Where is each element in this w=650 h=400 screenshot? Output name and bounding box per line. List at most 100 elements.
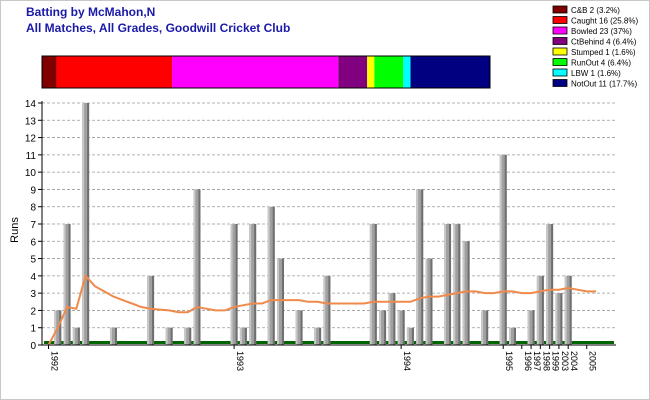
innings-bar <box>277 258 284 345</box>
x-tick-label: 1992 <box>50 351 60 371</box>
innings-bar-highlight <box>499 154 502 345</box>
x-tick-label: 2005 <box>588 351 598 371</box>
innings-bar-highlight <box>536 275 539 345</box>
x-tick-label: 2003 <box>560 351 570 371</box>
innings-bar-highlight <box>416 189 419 345</box>
innings-bar-highlight <box>295 310 298 345</box>
innings-bar <box>425 258 433 345</box>
x-axis: 1992 1993 1994 1995 1996 1997 1998 1999 2003 2004… <box>42 344 616 371</box>
innings-bar <box>184 327 192 345</box>
x-tick-label: 1995 <box>504 351 514 371</box>
innings-bar <box>527 310 535 345</box>
dismissal-segment-stumped <box>367 56 375 88</box>
innings-bar <box>369 224 377 345</box>
innings-bar-highlight <box>509 327 511 345</box>
y-tick-label: 13 <box>25 116 37 127</box>
legend-swatch <box>552 26 568 35</box>
innings-bar-shade <box>402 310 405 345</box>
innings-bar-highlight <box>184 327 187 345</box>
innings-bar-highlight <box>165 327 168 345</box>
y-axis-label: Runs <box>9 217 21 243</box>
innings-bar <box>63 224 71 345</box>
innings-bar-shade <box>393 293 396 345</box>
legend-swatch <box>552 79 568 87</box>
dismissal-segment-runout <box>374 56 404 88</box>
innings-bar-highlight <box>369 224 372 345</box>
innings-bar-shade <box>300 310 303 345</box>
innings-bar <box>406 327 414 345</box>
innings-bar-shade <box>449 224 452 345</box>
innings-bar-shade <box>430 258 433 345</box>
dismissal-breakdown-bar <box>41 55 491 89</box>
y-tick-label: 8 <box>30 203 36 214</box>
innings-bar-shade <box>467 241 470 345</box>
innings-bar-shade <box>59 310 62 345</box>
innings-bar-highlight <box>314 327 317 345</box>
innings-bar-highlight <box>406 327 409 345</box>
average-line <box>47 273 596 346</box>
dismissal-segment-ctbehind <box>338 56 368 88</box>
y-tick-label: 6 <box>30 237 36 248</box>
legend-label: RunOut 4 (6.4%) <box>571 59 631 68</box>
innings-bar <box>416 189 424 345</box>
innings-bar <box>323 275 331 345</box>
innings-bar-highlight <box>444 224 447 345</box>
legend-label: Caught 16 (25.8%) <box>571 17 638 26</box>
chart-title: Batting by McMahon,N <box>26 5 156 19</box>
dismissal-segment-bowled <box>172 56 339 88</box>
y-tick-label: 10 <box>25 168 37 179</box>
innings-bar-highlight <box>564 275 567 345</box>
dismissal-segment-notout <box>410 56 490 88</box>
innings-bar <box>82 103 90 345</box>
dismissal-legend: C&B 2 (3.2%) Caught 16 (25.8%)Bowled 23 (… <box>552 5 638 89</box>
innings-bar-shade <box>504 154 507 345</box>
y-tick-label: 4 <box>30 272 36 283</box>
innings-bar-shade <box>254 224 257 345</box>
innings-bar <box>481 310 489 345</box>
innings-bar-highlight <box>249 224 252 345</box>
y-tick-label: 3 <box>30 289 36 300</box>
innings-bar <box>72 327 80 345</box>
innings-bar <box>546 224 554 345</box>
innings-bar-highlight <box>397 310 400 345</box>
innings-bar <box>314 327 322 345</box>
innings-bar <box>509 327 516 345</box>
y-tick-label: 12 <box>25 134 37 145</box>
innings-bar <box>453 224 461 345</box>
x-tick-label: 1993 <box>235 351 245 371</box>
chart-subtitle: All Matches, All Grades, Goodwill Cricke… <box>26 21 291 35</box>
innings-bar <box>109 327 117 345</box>
legend-swatch <box>552 37 568 45</box>
legend-swatch <box>552 68 568 77</box>
innings-bar-shade <box>198 189 201 345</box>
innings-bar <box>462 241 470 345</box>
innings-bar-shade <box>319 327 322 345</box>
innings-bar-shade <box>551 224 554 345</box>
innings-bar-shade <box>541 275 544 345</box>
x-tick-label: 1997 <box>532 351 542 371</box>
innings-bar-shade <box>486 310 489 345</box>
x-tick-label: 1996 <box>523 351 533 371</box>
y-tick-label: 7 <box>30 220 36 231</box>
innings-bar-highlight <box>239 327 242 345</box>
innings-bar <box>499 154 507 345</box>
legend-label: C&B 2 (3.2%) <box>571 6 620 15</box>
innings-bars <box>54 103 572 345</box>
innings-bar-highlight <box>109 327 112 345</box>
innings-bar <box>444 224 452 345</box>
x-tick-label: 2004 <box>569 351 579 371</box>
batting-average-line <box>47 273 596 346</box>
innings-bar-highlight <box>267 206 270 345</box>
innings-bar-highlight <box>323 275 326 345</box>
legend-label: NotOut 11 (17.7%) <box>571 80 637 89</box>
innings-bar-highlight <box>277 258 279 345</box>
innings-bar-shade <box>532 310 535 345</box>
innings-bar-highlight <box>546 224 549 345</box>
innings-bar-highlight <box>425 258 428 345</box>
innings-bar-shade <box>114 327 117 345</box>
innings-bar <box>230 224 238 345</box>
innings-bar-highlight <box>54 310 57 345</box>
innings-bar <box>193 189 201 345</box>
innings-bar-shade <box>152 275 155 345</box>
